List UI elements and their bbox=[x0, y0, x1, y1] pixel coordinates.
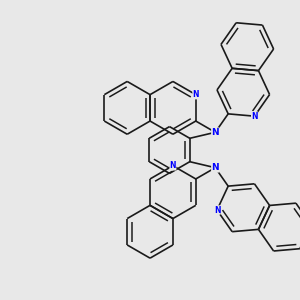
Text: N: N bbox=[193, 90, 199, 99]
Text: N: N bbox=[214, 206, 220, 214]
Text: N: N bbox=[212, 163, 219, 172]
Text: N: N bbox=[170, 161, 176, 170]
Text: N: N bbox=[251, 112, 258, 121]
Text: N: N bbox=[212, 128, 219, 137]
